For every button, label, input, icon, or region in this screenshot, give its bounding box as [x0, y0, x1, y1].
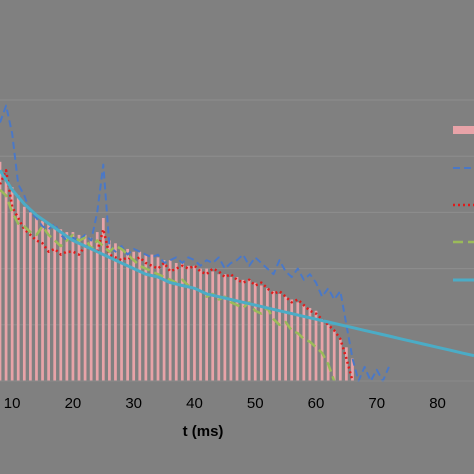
x-tick-label: 30 [125, 395, 142, 412]
bar [108, 240, 111, 381]
bar [77, 234, 81, 381]
bar [59, 229, 63, 381]
bar [71, 232, 75, 381]
bar [272, 291, 275, 381]
legend-key-bars [453, 126, 474, 134]
bar [320, 319, 324, 381]
line-series [0, 104, 474, 382]
x-tick-label: 50 [247, 395, 264, 412]
bar [162, 260, 166, 381]
bar [132, 251, 136, 381]
x-axis-title: t (ms) [183, 423, 224, 440]
bar [187, 265, 190, 381]
bar [302, 305, 306, 381]
bar [156, 257, 160, 381]
bar [65, 232, 69, 381]
bar [199, 268, 202, 381]
bar [150, 254, 154, 381]
bar [101, 218, 105, 381]
bar [332, 330, 336, 381]
bar [0, 161, 2, 381]
x-tick-label: 70 [368, 395, 385, 412]
bar [126, 248, 129, 381]
bar [35, 218, 38, 381]
bar [205, 268, 208, 381]
bar [314, 310, 318, 381]
bar [278, 293, 281, 381]
bar [4, 178, 8, 381]
series-line-blue-dashed [0, 104, 390, 382]
bar [29, 212, 32, 381]
bar [144, 254, 148, 381]
x-tick-label: 20 [65, 395, 82, 412]
bar [338, 338, 342, 381]
bar [138, 251, 142, 381]
bar [22, 206, 26, 381]
bar [114, 243, 117, 381]
bar [10, 187, 14, 381]
bar-series [0, 161, 354, 381]
bar [95, 232, 99, 381]
bar [53, 226, 57, 381]
bar [247, 279, 251, 381]
bar [41, 220, 44, 381]
bar [168, 260, 172, 381]
bar [217, 274, 221, 381]
bar [235, 277, 239, 381]
bar [259, 285, 263, 381]
bar [345, 347, 348, 381]
bar [229, 277, 233, 381]
bar [47, 223, 50, 381]
bar [193, 265, 196, 381]
bar [308, 307, 312, 381]
bar [180, 262, 184, 381]
bar [326, 324, 330, 381]
bar [241, 279, 245, 381]
series-line-cyan-solid [0, 169, 474, 358]
bar [253, 282, 257, 381]
x-tick-label: 60 [308, 395, 325, 412]
bar [120, 246, 123, 381]
bar [266, 288, 269, 381]
bar [16, 195, 20, 381]
bar [296, 302, 300, 381]
bar [211, 271, 215, 381]
bar [223, 274, 227, 381]
legend [453, 126, 474, 282]
bar [290, 299, 294, 381]
bar [89, 237, 93, 381]
bar [83, 234, 87, 381]
bar [284, 296, 287, 381]
x-tick-label: 10 [4, 395, 21, 412]
bar [174, 262, 178, 381]
x-tick-label: 80 [429, 395, 446, 412]
x-tick-labels: 10 20 30 40 50 60 70 80 [4, 395, 446, 412]
bar [351, 358, 354, 381]
x-tick-label: 40 [186, 395, 203, 412]
series-line-green-dashed [0, 188, 336, 382]
